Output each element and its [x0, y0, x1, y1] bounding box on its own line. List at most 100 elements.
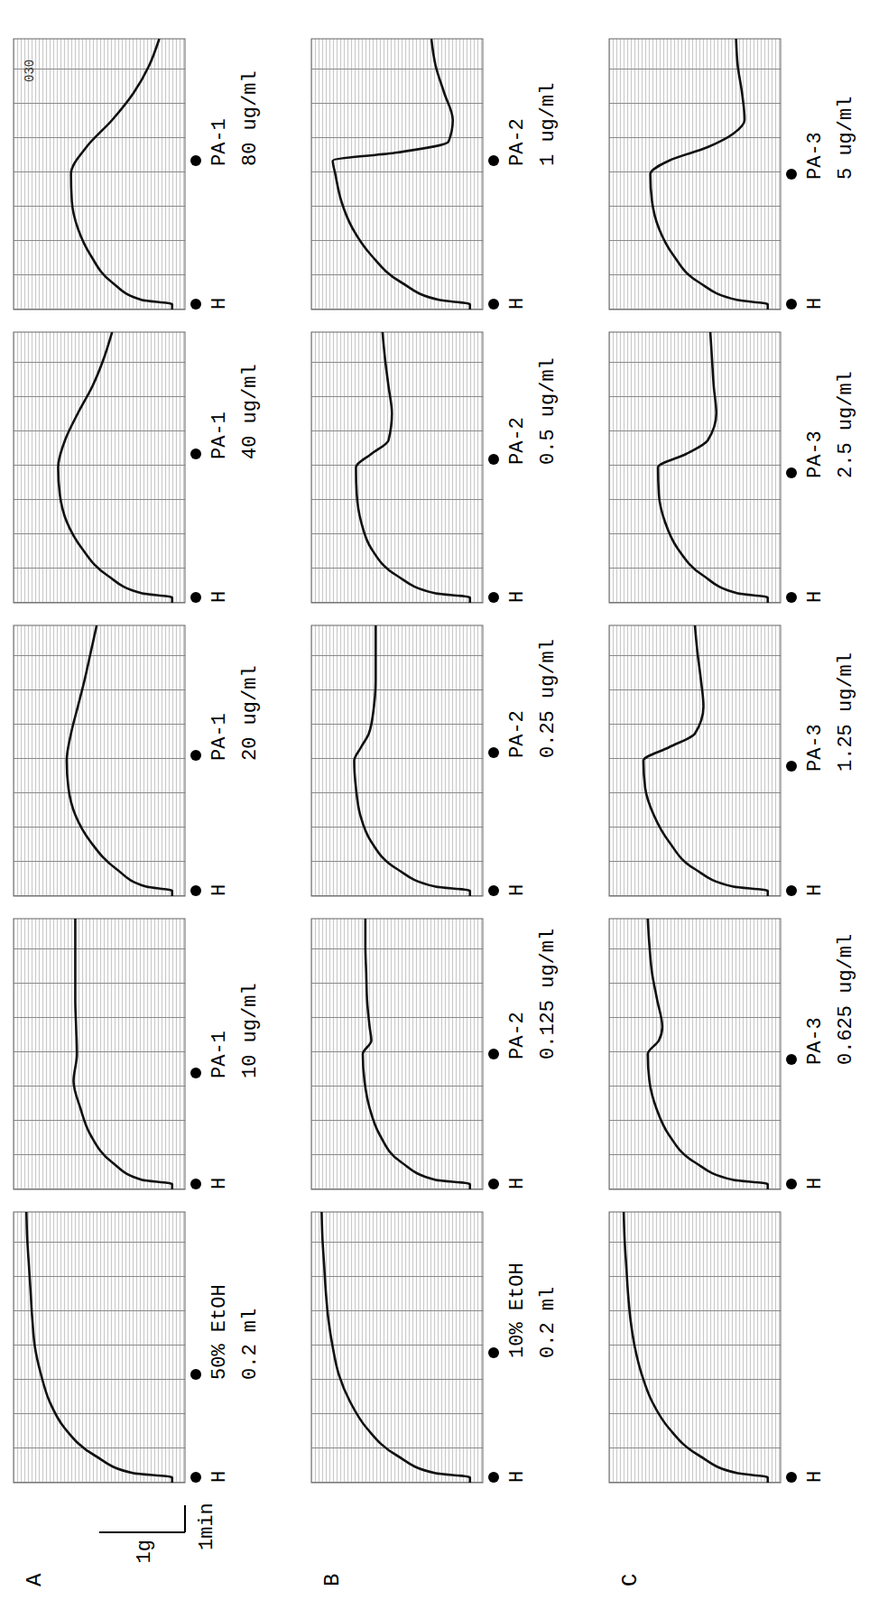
dose-label: 40 ug/ml [239, 363, 262, 460]
addition-dot [786, 1178, 797, 1190]
addition-dot [190, 885, 202, 897]
trace-group [26, 1211, 173, 1483]
tension-trace [650, 38, 768, 310]
trace-group [66, 625, 173, 897]
addition-dot [488, 298, 500, 310]
trace-group [647, 918, 768, 1190]
tension-trace [354, 625, 471, 897]
addition-dot [488, 1178, 500, 1190]
trace-group [355, 332, 470, 603]
tension-trace [355, 332, 470, 603]
tension-trace [71, 38, 173, 310]
plot-frame [311, 38, 483, 310]
trace-group [643, 625, 768, 897]
trace-group [650, 38, 768, 310]
tension-trace [26, 1211, 173, 1483]
addition-dot [488, 155, 500, 167]
trace-group [321, 1211, 470, 1483]
panel: 030 H PA-1 80 ug/ml [13, 38, 262, 310]
addition-label: H [208, 297, 232, 310]
tension-trace [57, 332, 172, 603]
panel: H PA-1 40 ug/ml [13, 332, 262, 603]
tension-trace [362, 918, 471, 1190]
addition-dot [786, 298, 797, 310]
panel: HPA-30.625 ug/ml [609, 918, 858, 1190]
panel: HPA-20.5 ug/ml [311, 332, 560, 603]
panel: HPA-32.5 ug/ml [609, 332, 858, 603]
plot-frame [609, 1211, 781, 1483]
plot-frame [609, 332, 781, 603]
addition-dot [488, 1048, 500, 1060]
addition-label: H [506, 1177, 529, 1190]
tension-trace [74, 918, 173, 1190]
tension-trace [321, 1211, 470, 1483]
addition-label: H [804, 884, 827, 897]
rotated-figure: H50% EtOH0.2 mlA1g1minHPA-110 ug/mlHPA-1… [13, 38, 858, 1587]
addition-label: PA-3 [804, 430, 827, 479]
addition-label: H [506, 591, 529, 603]
panel: H PA-2 0.125 ug/ml [311, 918, 560, 1190]
dose-label: 0.125 ug/ml [536, 928, 560, 1060]
panel: HPA-120 ug/ml [13, 625, 262, 897]
addition-dot [488, 592, 500, 603]
addition-label: PA-2 [506, 118, 529, 167]
plot-frame [311, 1211, 483, 1483]
addition-label: PA-2 [506, 1011, 529, 1060]
tension-trace [643, 625, 768, 897]
panel: HPA-20.25 ug/ml [311, 625, 560, 897]
dose-label: 0.25 ug/ml [536, 638, 560, 759]
addition-dot [488, 1471, 500, 1483]
addition-label: PA-3 [804, 1017, 827, 1065]
trace-group [333, 38, 471, 310]
addition-label: H [804, 1470, 827, 1483]
addition-label: H [506, 1470, 529, 1483]
addition-label: H [208, 591, 232, 603]
addition-label: 50% EtOH [208, 1284, 232, 1380]
addition-dot [190, 1178, 202, 1190]
dose-label: 0.2 ml [536, 1286, 560, 1359]
dose-label: 2.5 ug/ml [834, 370, 858, 479]
panel-letter: A [22, 1572, 47, 1587]
plot-frame [13, 625, 185, 897]
scale-bar: 1g 1min [99, 1502, 219, 1564]
addition-dot [190, 1369, 202, 1380]
plot-frame [13, 332, 185, 603]
scale-bar-label: 1min [195, 1502, 219, 1551]
trace-group [71, 38, 173, 310]
dose-label: 5 ug/ml [834, 96, 858, 180]
addition-dot [190, 1067, 202, 1079]
addition-label: PA-3 [804, 723, 827, 772]
tension-trace [657, 332, 768, 603]
addition-dot [488, 1347, 500, 1359]
dose-label: 10 ug/ml [239, 982, 262, 1079]
dose-label: 0.5 ug/ml [536, 357, 560, 465]
addition-label: PA-1 [208, 118, 232, 167]
dose-label: 80 ug/ml [239, 70, 262, 167]
trace-group [362, 918, 471, 1190]
addition-label: H [208, 884, 232, 897]
trace-group [354, 625, 471, 897]
figure: H50% EtOH0.2 mlA1g1minHPA-110 ug/mlHPA-1… [0, 0, 888, 1600]
addition-label: PA-1 [208, 411, 232, 460]
trace-group [74, 918, 173, 1190]
addition-dot [786, 1471, 797, 1483]
addition-label: 10% EtOH [506, 1262, 529, 1359]
addition-dot [786, 760, 797, 772]
addition-label: H [506, 297, 529, 310]
panel: H [609, 1211, 827, 1483]
paper-label: 030 [22, 59, 37, 83]
plot-frame [609, 918, 781, 1190]
plot-frame [311, 625, 483, 897]
plot-frame [13, 1211, 185, 1483]
plot-frame [311, 918, 483, 1190]
addition-dot [190, 448, 202, 460]
plot-frame [311, 332, 483, 603]
scale-bar-label: 1g [133, 1539, 157, 1564]
addition-label: H [208, 1470, 232, 1483]
panel: HPA-110 ug/ml [13, 918, 262, 1190]
addition-label: H [208, 1177, 232, 1190]
panel: HPA-31.25 ug/ml [609, 625, 858, 897]
dose-label: 0.2 ml [239, 1308, 262, 1380]
addition-dot [488, 885, 500, 897]
addition-dot [190, 1471, 202, 1483]
